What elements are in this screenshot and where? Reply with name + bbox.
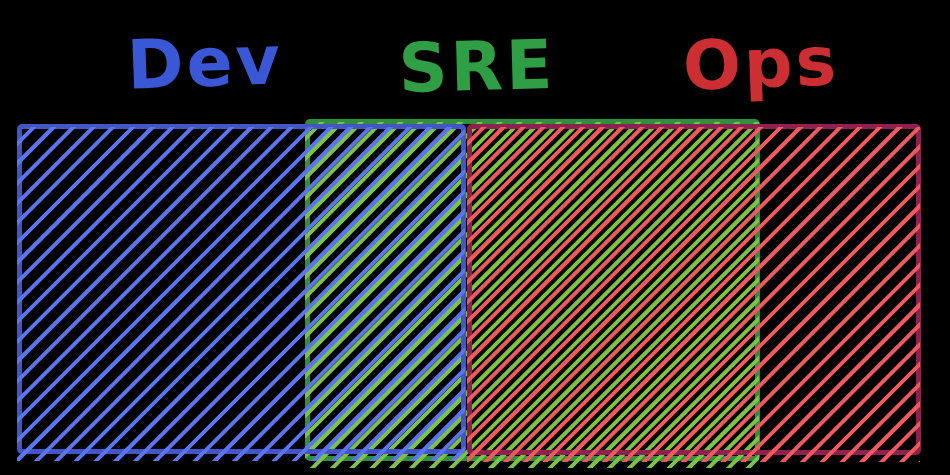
dev-label: Dev <box>125 21 285 106</box>
ops-region-rectangle <box>467 124 921 462</box>
sre-label: SRE <box>397 25 557 110</box>
ops-label: Ops <box>681 22 841 107</box>
dev-region-rectangle <box>17 124 466 461</box>
